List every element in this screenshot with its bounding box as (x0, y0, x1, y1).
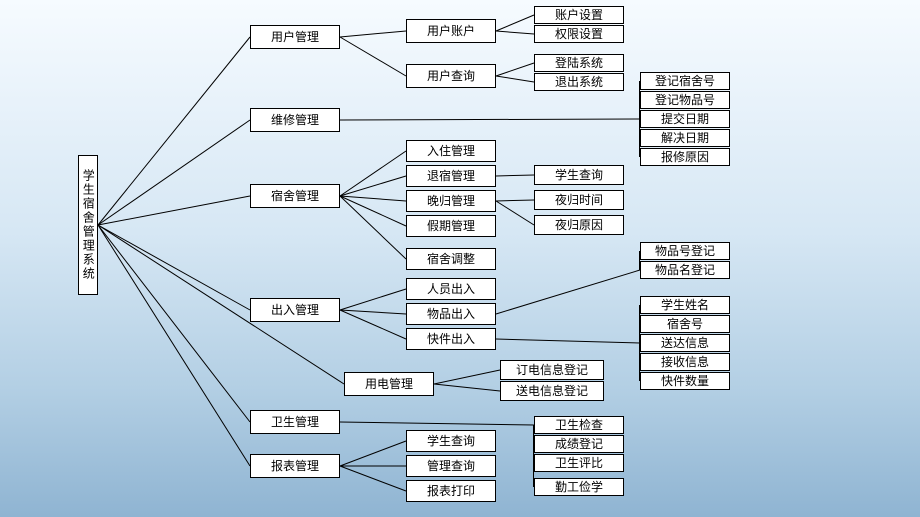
node-n3a: 入住管理 (406, 140, 496, 162)
node-n4b: 物品出入 (406, 303, 496, 325)
node-n4: 出入管理 (250, 298, 340, 322)
node-n7a: 学生查询 (406, 430, 496, 452)
node-n4c4: 接收信息 (640, 353, 730, 371)
node-n2: 维修管理 (250, 108, 340, 132)
node-n1: 用户管理 (250, 25, 340, 49)
node-n4c3: 送达信息 (640, 334, 730, 352)
node-n3c2: 夜归原因 (534, 215, 624, 235)
node-n7b: 管理查询 (406, 455, 496, 477)
root-node: 学生宿舍管理系统 (78, 155, 98, 295)
node-n7c: 报表打印 (406, 480, 496, 502)
node-n3e: 宿舍调整 (406, 248, 496, 270)
node-n4b1: 物品号登记 (640, 242, 730, 260)
node-n4b2: 物品名登记 (640, 261, 730, 279)
node-n3b1: 学生查询 (534, 165, 624, 185)
node-n3c: 晚归管理 (406, 190, 496, 212)
node-n1b1: 登陆系统 (534, 54, 624, 72)
node-n1a: 用户账户 (406, 19, 496, 43)
node-n6: 卫生管理 (250, 410, 340, 434)
node-n4a: 人员出入 (406, 278, 496, 300)
node-n4c: 快件出入 (406, 328, 496, 350)
node-n3: 宿舍管理 (250, 184, 340, 208)
node-n6c: 卫生评比 (534, 454, 624, 472)
node-n3d: 假期管理 (406, 215, 496, 237)
node-n6a: 卫生检查 (534, 416, 624, 434)
node-n1b2: 退出系统 (534, 73, 624, 91)
node-n1a2: 权限设置 (534, 25, 624, 43)
node-n5a: 订电信息登记 (500, 360, 604, 380)
node-n1a1: 账户设置 (534, 6, 624, 24)
node-n1b: 用户查询 (406, 64, 496, 88)
node-n2b: 登记物品号 (640, 91, 730, 109)
node-n2e: 报修原因 (640, 148, 730, 166)
node-n5b: 送电信息登记 (500, 381, 604, 401)
node-n4c5: 快件数量 (640, 372, 730, 390)
node-n4c1: 学生姓名 (640, 296, 730, 314)
node-n5: 用电管理 (344, 372, 434, 396)
node-n2c: 提交日期 (640, 110, 730, 128)
node-n6d: 勤工俭学 (534, 478, 624, 496)
node-n6b: 成绩登记 (534, 435, 624, 453)
node-n3c1: 夜归时间 (534, 190, 624, 210)
node-n4c2: 宿舍号 (640, 315, 730, 333)
node-n2a: 登记宿舍号 (640, 72, 730, 90)
node-n2d: 解决日期 (640, 129, 730, 147)
node-n3b: 退宿管理 (406, 165, 496, 187)
node-n7: 报表管理 (250, 454, 340, 478)
